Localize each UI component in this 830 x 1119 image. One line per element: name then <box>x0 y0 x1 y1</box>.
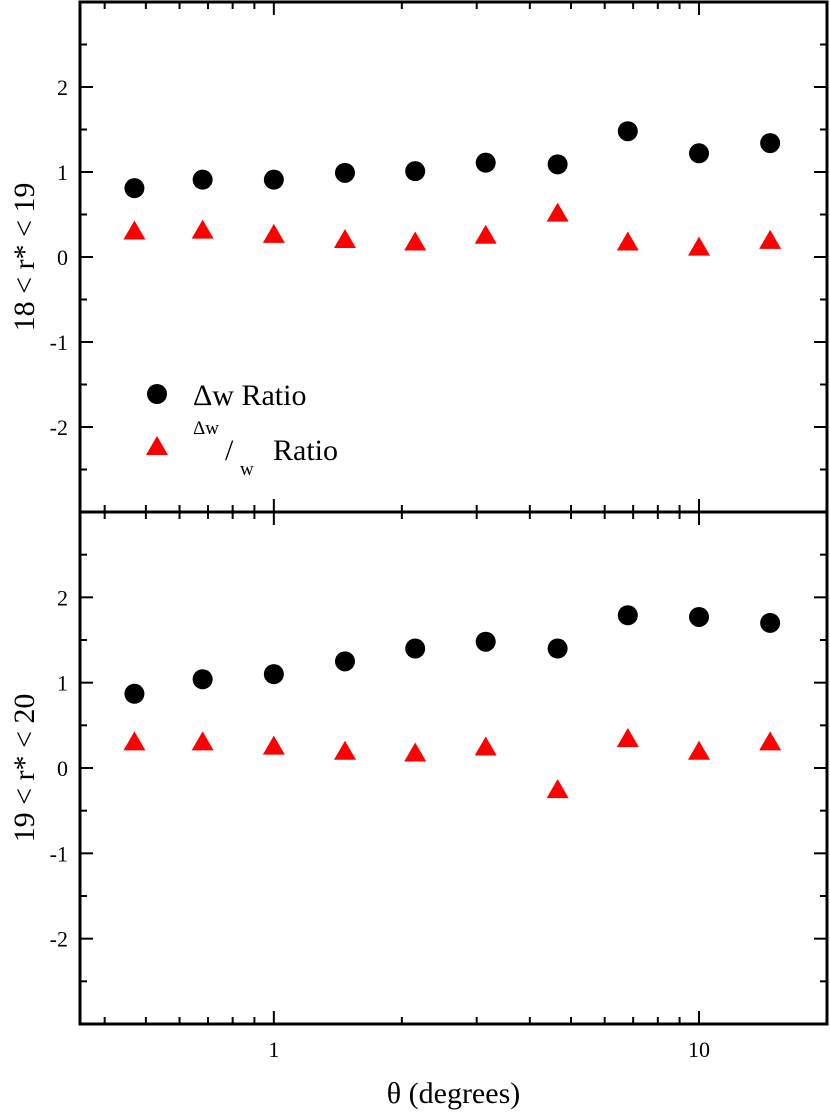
y-axis-title: 19 < r* < 20 <box>8 694 41 843</box>
legend-circle-marker <box>147 384 167 404</box>
data-point-circle <box>760 612 781 633</box>
y-axis-title: 18 < r* < 19 <box>8 183 41 332</box>
data-point-triangle <box>333 740 356 760</box>
legend: Δw Ratio Δw / w Ratio <box>146 379 338 480</box>
data-point-triangle <box>688 740 711 760</box>
data-point-circle <box>405 161 426 182</box>
y-tick-label: 2 <box>57 75 68 100</box>
y-tick-label: -1 <box>50 330 68 355</box>
y-tick-label: 2 <box>57 585 68 610</box>
data-point-triangle <box>759 229 782 249</box>
data-point-triangle <box>191 219 214 239</box>
y-tick-label: 1 <box>57 671 68 696</box>
panel-bottom: -2 -1 0 1 2 19 < r* < 20 1 10 θ (degrees) <box>8 510 829 1110</box>
data-point-triangle <box>333 229 356 248</box>
data-point-triangle <box>474 736 497 756</box>
data-point-triangle <box>616 231 639 251</box>
x-axis-title: θ (degrees) <box>387 1077 520 1110</box>
data-point-circle <box>617 605 638 626</box>
data-point-triangle <box>123 731 146 751</box>
legend-label-frac-denominator: w <box>240 459 254 480</box>
data-point-circle <box>192 169 213 190</box>
data-point-triangle <box>546 202 569 222</box>
legend-label-frac-slash: / <box>225 434 234 467</box>
y-tick-label: 0 <box>57 245 68 270</box>
data-point-circle <box>334 162 355 183</box>
data-point-circle <box>760 133 781 154</box>
data-point-triangle <box>262 735 285 755</box>
data-point-circle <box>192 669 213 690</box>
legend-label-frac-ratio: Ratio <box>273 434 338 467</box>
data-point-circle <box>475 152 496 173</box>
data-point-circle <box>617 121 638 142</box>
data-point-triangle <box>404 742 427 762</box>
data-point-circle <box>689 143 710 164</box>
legend-label-dw-ratio: Δw Ratio <box>193 379 306 412</box>
y-tick-label: -1 <box>50 841 68 866</box>
data-point-circle <box>547 154 568 175</box>
data-point-triangle <box>474 224 497 244</box>
y-tick-label: -2 <box>50 927 68 952</box>
data-point-circle <box>263 169 284 190</box>
data-point-circle <box>689 606 710 627</box>
data-point-circle <box>334 651 355 672</box>
data-point-triangle <box>191 731 214 751</box>
data-point-triangle <box>759 731 782 751</box>
legend-label-frac-numerator: Δw <box>193 418 219 439</box>
y-tick-label: 0 <box>57 756 68 781</box>
data-point-circle <box>124 178 145 199</box>
data-point-circle <box>547 638 568 659</box>
x-tick-label: 1 <box>268 1037 279 1062</box>
data-point-triangle <box>262 223 285 243</box>
legend-triangle-marker <box>146 436 168 455</box>
data-point-triangle <box>616 727 639 747</box>
data-point-circle <box>475 631 496 652</box>
data-point-circle <box>124 683 145 704</box>
panel-top: -2 -1 0 1 2 18 < r* < 19 <box>8 0 829 514</box>
y-tick-label: -2 <box>50 415 68 440</box>
data-point-triangle <box>404 231 427 251</box>
plot-frame <box>78 510 829 1026</box>
chart-panels: -2 -1 0 1 2 18 < r* < 19 -2 -1 0 1 2 19 < r* < 20 1 1… <box>8 0 829 1110</box>
data-point-triangle <box>688 236 711 256</box>
data-point-circle <box>263 664 284 685</box>
data-point-triangle <box>123 220 146 240</box>
data-point-circle <box>405 638 426 659</box>
y-tick-label: 1 <box>57 160 68 185</box>
data-point-triangle <box>546 779 569 799</box>
x-tick-label: 10 <box>688 1037 710 1062</box>
